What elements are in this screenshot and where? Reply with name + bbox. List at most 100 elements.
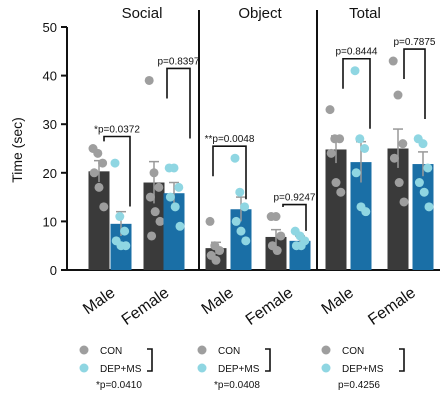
data-point-con <box>394 178 404 188</box>
x-category-label: Male <box>80 284 118 318</box>
legend-con-marker <box>79 345 89 355</box>
x-category-label: Male <box>199 284 237 318</box>
data-point-con <box>335 134 345 144</box>
data-point-con <box>89 168 99 178</box>
data-point-dep <box>423 163 433 173</box>
p-value-label: **p=0.0048 <box>205 134 255 145</box>
interaction-p-label: *p=0.0410 <box>96 380 142 391</box>
legend-dep-marker <box>321 363 331 373</box>
data-point-con <box>150 207 160 217</box>
legend-dep-label: DEP+MS <box>342 364 384 375</box>
significance-bracket <box>103 135 131 207</box>
data-point-con <box>147 231 157 241</box>
data-point-dep <box>120 226 130 236</box>
data-point-dep <box>236 226 246 236</box>
legend-dep-label: DEP+MS <box>218 364 260 375</box>
y-ticks: 0 10 20 30 40 50 <box>43 20 440 278</box>
p-value-label: *p=0.0372 <box>94 125 140 136</box>
data-point-con <box>393 90 403 100</box>
y-tick-label: 20 <box>43 166 57 181</box>
data-point-con <box>271 212 281 222</box>
data-point-con <box>398 139 408 149</box>
data-point-dep <box>165 192 175 202</box>
data-point-dep <box>121 241 131 251</box>
data-point-con <box>145 192 155 202</box>
y-tick-label: 0 <box>50 263 57 278</box>
x-category-label: Male <box>319 284 357 318</box>
legend-bracket <box>265 348 271 372</box>
data-point-con <box>211 255 221 265</box>
data-point-con <box>149 168 159 178</box>
data-point-dep <box>414 178 424 188</box>
significance-bracket <box>212 145 247 200</box>
data-point-dep <box>351 168 361 178</box>
data-point-con <box>336 187 346 197</box>
legend-bracket <box>399 348 405 372</box>
p-value-label: p=0.7875 <box>394 37 436 48</box>
data-point-dep <box>175 221 185 231</box>
data-point-dep <box>170 202 180 212</box>
bars-layer <box>88 48 434 270</box>
data-point-dep <box>169 163 179 173</box>
p-value-label: p=0.9247 <box>274 193 316 204</box>
bar-con <box>325 149 347 270</box>
significance-bracket <box>166 67 191 139</box>
data-point-con <box>93 148 103 158</box>
data-point-con <box>325 105 335 115</box>
data-point-dep <box>361 207 371 217</box>
data-point-dep <box>418 139 428 149</box>
data-point-con <box>205 216 215 226</box>
y-tick-label: 40 <box>43 69 57 84</box>
legend-con-marker <box>197 345 207 355</box>
data-point-dep <box>360 144 370 153</box>
data-point-dep <box>424 202 434 212</box>
p-value-label: p=0.8444 <box>336 47 378 58</box>
data-point-dep <box>240 202 250 212</box>
data-point-con <box>215 246 225 256</box>
text-layer: Social *p=0.0372 Male p=0.8397 Female CON DEP+… <box>79 5 436 391</box>
significance-bracket <box>403 48 426 120</box>
data-point-con <box>155 216 165 226</box>
data-point-dep <box>110 158 120 168</box>
data-point-con <box>276 231 286 241</box>
x-category-label: Female <box>119 284 173 329</box>
data-point-con <box>272 246 282 256</box>
legend-con-marker <box>321 345 331 355</box>
legend-con-label: CON <box>342 346 364 357</box>
bar-dep <box>350 162 372 270</box>
p-value-label: p=0.8397 <box>158 56 200 67</box>
data-point-con <box>98 158 108 168</box>
data-point-dep <box>115 212 125 222</box>
data-point-con <box>154 182 164 192</box>
panel-title: Total <box>349 5 381 22</box>
legend-con-label: CON <box>218 346 240 357</box>
x-category-label: Female <box>243 284 297 329</box>
significance-bracket <box>282 203 307 231</box>
data-point-con <box>94 182 104 192</box>
data-point-con <box>389 153 399 163</box>
legend-con-label: CON <box>100 346 122 357</box>
panel-title: Object <box>238 5 282 22</box>
data-point-con <box>331 178 341 188</box>
data-point-dep <box>350 66 360 76</box>
bar-con <box>88 171 110 270</box>
y-tick-label: 50 <box>43 20 57 35</box>
panel-title: Social <box>122 5 163 22</box>
interaction-p-label: *p=0.0408 <box>214 380 260 391</box>
data-point-dep <box>174 182 184 192</box>
legend-dep-label: DEP+MS <box>100 364 142 375</box>
data-point-con <box>399 197 409 207</box>
data-point-dep <box>235 187 245 197</box>
legend-dep-marker <box>197 363 207 373</box>
x-category-label: Female <box>365 284 419 329</box>
data-point-dep <box>231 216 241 226</box>
bar-dep <box>163 193 185 270</box>
data-point-dep <box>419 187 429 197</box>
y-tick-label: 10 <box>43 214 57 229</box>
data-point-con <box>326 148 336 158</box>
y-tick-label: 30 <box>43 117 57 132</box>
bar-con <box>143 182 165 270</box>
data-point-con <box>388 56 398 66</box>
data-point-con <box>99 202 109 212</box>
